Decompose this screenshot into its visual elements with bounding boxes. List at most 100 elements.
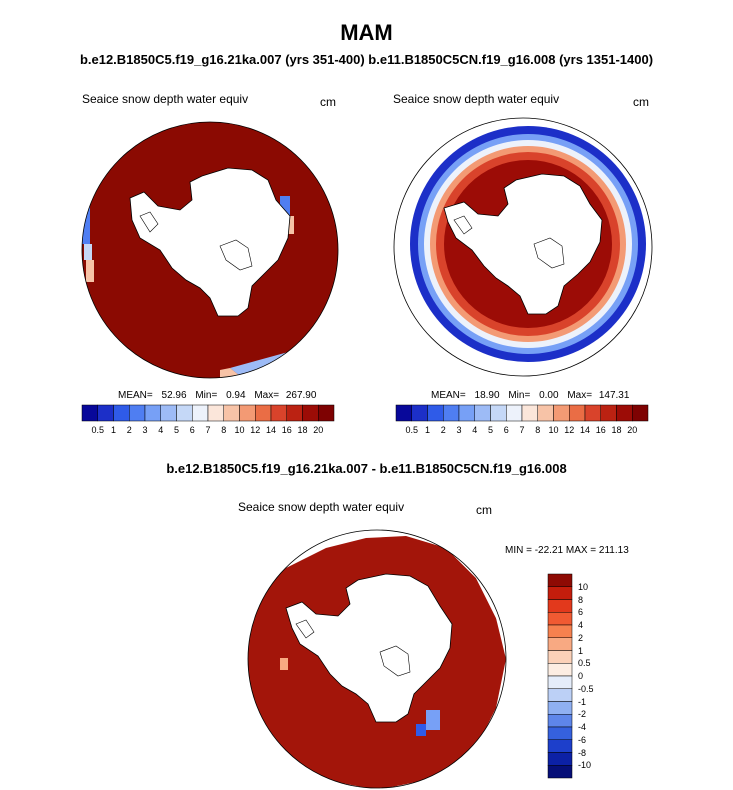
- colorbar-tick-label: 8: [535, 425, 541, 435]
- colorbar-tick-label: 16: [281, 425, 292, 435]
- figure-subtitle: b.e12.B1850C5.f19_g16.21ka.007 (yrs 351-…: [79, 52, 654, 67]
- colorbar-tick-label: 0: [578, 671, 584, 681]
- colorbar-tick-label: 6: [503, 425, 509, 435]
- colorbar-swatch: [113, 404, 130, 422]
- colorbar-tick-label: 2: [126, 425, 132, 435]
- right-min-label: Min=: [508, 390, 531, 401]
- left-min-value: 0.94: [226, 390, 246, 401]
- colorbar-swatch: [192, 404, 209, 422]
- left-panel-title: Seaice snow depth water equiv: [82, 92, 249, 106]
- left-antarctica-land: [129, 167, 291, 317]
- figure-title: MAM: [340, 20, 393, 45]
- colorbar-tick-label: 16: [595, 425, 606, 435]
- diff-panel-title: Seaice snow depth water equiv: [238, 500, 405, 514]
- colorbar-tick-label: 8: [578, 594, 584, 605]
- colorbar-swatch: [584, 404, 601, 422]
- colorbar-swatch: [547, 624, 573, 638]
- colorbar-swatch: [411, 404, 428, 422]
- colorbar-swatch: [547, 726, 573, 740]
- colorbar-tick-label: -1: [578, 696, 587, 707]
- left-mean-label: MEAN=: [118, 390, 153, 401]
- colorbar-swatch: [547, 675, 573, 689]
- colorbar-tick-label: 5: [487, 425, 494, 435]
- right-panel-title: Seaice snow depth water equiv: [393, 92, 560, 106]
- colorbar-swatch: [81, 404, 98, 422]
- left-colorbar-swatches: [81, 404, 335, 422]
- diff-polar-map: [247, 529, 507, 789]
- colorbar-tick-label: 6: [578, 607, 584, 618]
- left-max-value: 267.90: [285, 390, 317, 401]
- colorbar-swatch: [547, 599, 573, 613]
- diff-antarctica-land: [285, 573, 453, 723]
- colorbar-tick-label: 7: [519, 425, 525, 435]
- right-panel-unit: cm: [633, 95, 649, 109]
- left-mean-value: 52.96: [161, 390, 187, 401]
- colorbar-swatch: [443, 404, 460, 422]
- colorbar-tick-label: 14: [265, 425, 277, 435]
- colorbar-swatch: [616, 404, 633, 422]
- right-polar-map: [393, 117, 653, 377]
- colorbar-tick-label: 3: [142, 425, 148, 435]
- left-panel-unit: cm: [320, 95, 336, 109]
- colorbar-swatch: [506, 404, 523, 422]
- colorbar-tick-label: -6: [578, 734, 587, 745]
- colorbar-swatch: [547, 637, 573, 651]
- colorbar-tick-label: 0.5: [578, 658, 591, 669]
- diff-range-text: MIN = -22.21 MAX = 211.13: [505, 545, 629, 556]
- colorbar-tick-label: 12: [250, 425, 261, 435]
- right-max-label: Max=: [567, 390, 593, 401]
- right-colorbar-labels: 0.5 1 2 3 4 5 6 7 8 10 12 14 16 18 20: [396, 425, 648, 437]
- colorbar-swatch: [207, 404, 224, 422]
- colorbar-tick-label: 0.5: [405, 425, 419, 435]
- colorbar-tick-label: 20: [313, 425, 324, 435]
- colorbar-tick-label: 8: [221, 425, 227, 435]
- colorbar-tick-label: 12: [564, 425, 575, 435]
- colorbar-swatch: [458, 404, 475, 422]
- colorbar-swatch: [302, 404, 319, 422]
- colorbar-tick-label: 20: [627, 425, 638, 435]
- colorbar-swatch: [286, 404, 303, 422]
- colorbar-tick-label: -2: [578, 709, 587, 720]
- diff-colorbar-labels: 10 8 6 4 2 1 0.5 0 -0.5 -1 -2 -4 -6 -8 -10: [578, 574, 618, 778]
- colorbar-tick-label: 4: [472, 425, 478, 435]
- colorbar-swatch: [553, 404, 570, 422]
- colorbar-swatch: [547, 612, 573, 626]
- colorbar-tick-label: 18: [611, 425, 622, 435]
- colorbar-tick-label: 4: [158, 425, 164, 435]
- colorbar-tick-label: 1: [578, 645, 584, 656]
- colorbar-swatch: [547, 701, 573, 715]
- colorbar-tick-label: -8: [578, 747, 587, 758]
- colorbar-swatch: [395, 404, 412, 422]
- colorbar-swatch: [547, 650, 573, 664]
- right-colorbar-swatches: [395, 404, 649, 422]
- left-min-label: Min=: [195, 390, 218, 401]
- colorbar-swatch: [97, 404, 114, 422]
- colorbar-swatch: [569, 404, 586, 422]
- right-min-value: 0.00: [539, 390, 559, 401]
- colorbar-swatch: [255, 404, 272, 422]
- colorbar-tick-label: 1: [110, 425, 117, 435]
- colorbar-swatch: [144, 404, 161, 422]
- colorbar-swatch: [427, 404, 444, 422]
- colorbar-swatch: [547, 573, 573, 587]
- left-stats: MEAN= 52.96 Min= 0.94 Max= 267.90: [118, 390, 316, 401]
- colorbar-tick-label: -10: [578, 760, 592, 771]
- colorbar-tick-label: 0.5: [91, 425, 105, 435]
- colorbar-tick-label: 10: [578, 581, 589, 592]
- left-colorbar-labels: 0.5 1 2 3 4 5 6 7 8 10 12 14 16 18 20: [82, 425, 334, 437]
- colorbar-tick-label: 3: [456, 425, 462, 435]
- colorbar-swatch: [160, 404, 177, 422]
- colorbar-tick-label: -4: [578, 722, 587, 732]
- diff-colorbar: 10 8 6 4 2 1 0.5 0 -0.5 -1 -2 -4 -6 -8 -10: [547, 573, 594, 779]
- diff-title: b.e12.B1850C5.f19_g16.21ka.007 - b.e11.B…: [166, 461, 567, 476]
- colorbar-tick-label: 6: [189, 425, 195, 435]
- left-edge-low-west: [82, 204, 90, 244]
- colorbar-swatch: [632, 404, 649, 422]
- right-colorbar: 0.5 1 2 3 4 5 6 7 8 10 12 14 16 18 20: [395, 404, 649, 437]
- left-colorbar: 0.5 1 2 3 4 5 6 7 8 10 12 14 16 18 20: [81, 404, 335, 437]
- right-max-value: 147.31: [598, 390, 630, 401]
- colorbar-tick-label: 7: [205, 425, 211, 435]
- colorbar-swatch: [547, 688, 573, 702]
- colorbar-tick-label: -0.5: [578, 683, 594, 694]
- left-max-label: Max=: [254, 390, 280, 401]
